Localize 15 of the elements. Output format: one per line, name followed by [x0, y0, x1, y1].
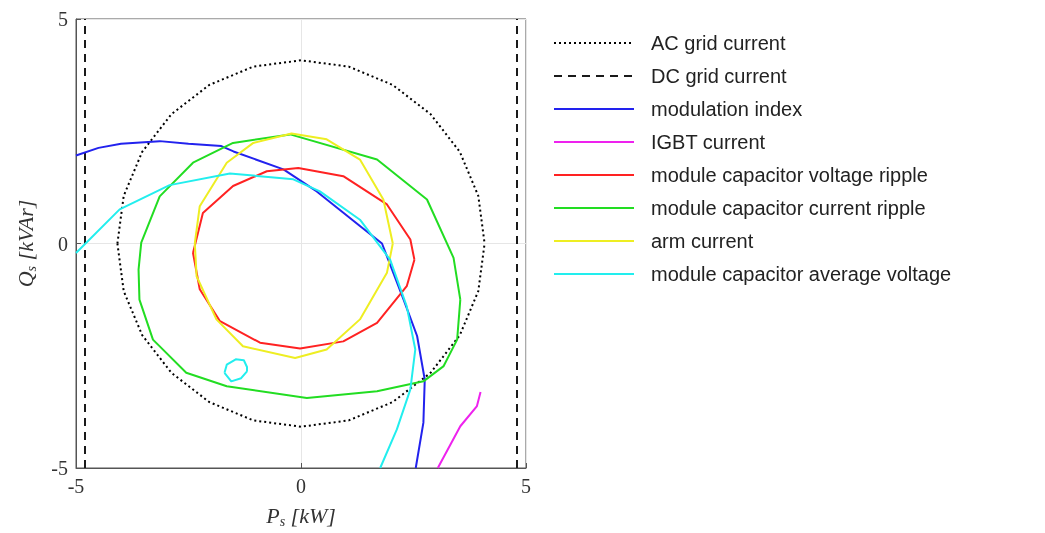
legend-label: module capacitor average voltage — [651, 263, 952, 285]
x-tick-label: 5 — [521, 475, 531, 497]
y-axis-title: Qs [kVAr] — [12, 199, 39, 288]
y-tick-label: 0 — [58, 232, 68, 255]
legend-label: arm current — [651, 230, 754, 252]
y-tick-label: 5 — [58, 8, 68, 30]
legend-label: IGBT current — [651, 131, 766, 153]
legend-label: DC grid current — [651, 65, 788, 87]
y-tick-label: -5 — [51, 457, 68, 479]
line-series — [436, 391, 482, 469]
legend-label: modulation index — [651, 98, 803, 120]
x-tick-label: 0 — [296, 475, 306, 497]
legend-label: module capacitor voltage ripple — [651, 164, 928, 186]
legend-label: AC grid current — [651, 32, 786, 54]
legend-label: module capacitor current ripple — [651, 197, 926, 219]
